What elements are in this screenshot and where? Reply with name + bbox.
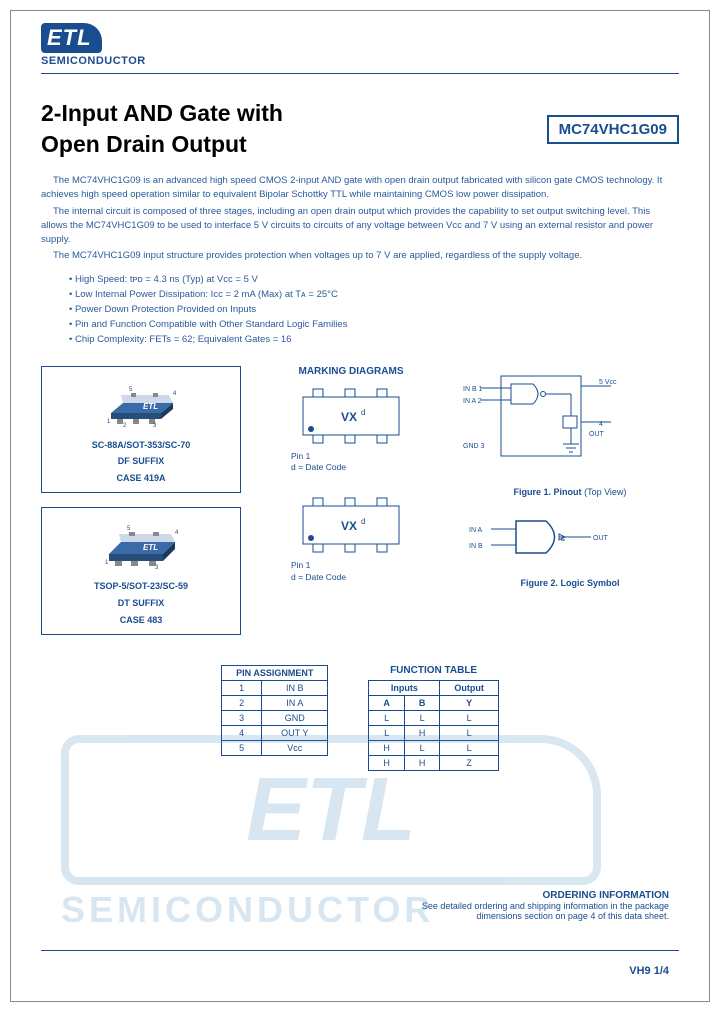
package-box-1: ETL 1 2 3 4 5 SC-88A/SOT-353/SC-70 DF SU… <box>41 366 241 494</box>
logic-symbol-figure: IN A IN B OUT <box>461 507 631 567</box>
pinout-figure: IN B 1 IN A 2 GND 3 5 Vcc 4 OUT <box>461 366 631 476</box>
datasheet-page: ETL SEMICONDUCTOR 2-Input AND Gate with … <box>10 10 710 1002</box>
table-row: 4OUT Y <box>222 726 328 741</box>
package-icon: ETL 1 2 3 4 5 <box>91 375 191 430</box>
package-name: SC-88A/SOT-353/SC-70 <box>48 439 234 452</box>
svg-text:VX: VX <box>341 410 357 424</box>
svg-text:IN B 1: IN B 1 <box>463 386 483 393</box>
figure2-caption: Figure 2. Logic Symbol <box>461 578 679 588</box>
svg-text:IN A 2: IN A 2 <box>463 398 482 405</box>
table-row: 2IN A <box>222 696 328 711</box>
svg-text:5 Vcc: 5 Vcc <box>599 379 617 386</box>
figure1-caption: Figure 1. Pinout (Top View) <box>461 487 679 497</box>
table-row: 3GND <box>222 711 328 726</box>
svg-text:4: 4 <box>175 530 179 536</box>
marking-title: MARKING DIAGRAMS <box>261 366 441 377</box>
svg-text:OUT: OUT <box>593 535 609 542</box>
figures-column: IN B 1 IN A 2 GND 3 5 Vcc 4 OUT Figure 1… <box>461 366 679 636</box>
title-line-1: 2-Input AND Gate with <box>41 98 283 129</box>
package-box-2: ETL 1 3 4 5 TSOP-5/SOT-23/SC-59 DT SUFFI… <box>41 507 241 635</box>
diagrams-section: ETL 1 2 3 4 5 SC-88A/SOT-353/SC-70 DF SU… <box>41 366 679 636</box>
bullet: High Speed: tᴘᴅ = 4.3 ns (Typ) at Vᴄᴄ = … <box>69 272 679 287</box>
svg-text:ETL: ETL <box>143 543 158 552</box>
bullet: Pin and Function Compatible with Other S… <box>69 317 679 332</box>
package-suffix: DF SUFFIX <box>48 455 234 468</box>
package-icon: ETL 1 3 4 5 <box>91 516 191 571</box>
svg-text:2: 2 <box>123 423 127 429</box>
packages-column: ETL 1 2 3 4 5 SC-88A/SOT-353/SC-70 DF SU… <box>41 366 241 636</box>
svg-text:GND 3: GND 3 <box>463 443 485 450</box>
top-rule <box>41 73 679 74</box>
svg-text:5: 5 <box>127 526 131 532</box>
title-line-2: Open Drain Output <box>41 129 283 160</box>
package-suffix: DT SUFFIX <box>48 597 234 610</box>
tables-row: PIN ASSIGNMENT 1IN B 2IN A 3GND 4OUT Y 5… <box>41 665 679 771</box>
logo-subtitle: SEMICONDUCTOR <box>41 55 679 67</box>
ordering-text: See detailed ordering and shipping infor… <box>409 901 669 921</box>
package-case: CASE 483 <box>48 614 234 627</box>
marking-column: MARKING DIAGRAMS VX d Pin 1 d = Date Code <box>261 366 441 636</box>
function-table-title: FUNCTION TABLE <box>368 665 499 676</box>
bottom-rule <box>41 950 679 951</box>
pin-assignment-table: PIN ASSIGNMENT 1IN B 2IN A 3GND 4OUT Y 5… <box>221 665 328 756</box>
package-case: CASE 419A <box>48 472 234 485</box>
marking-diagram-1: VX d Pin 1 d = Date Code <box>261 385 441 475</box>
marking-diagram-2: VX d Pin 1 d = Date Code <box>261 494 441 584</box>
pin-table-title: PIN ASSIGNMENT <box>222 666 328 681</box>
part-number-box: MC74VHC1G09 <box>547 115 679 144</box>
para-1: The MC74VHC1G09 is an advanced high spee… <box>41 174 679 203</box>
svg-text:d: d <box>361 517 365 526</box>
svg-text:4: 4 <box>599 421 603 428</box>
marking-svg: VX d <box>291 494 411 556</box>
package-name: TSOP-5/SOT-23/SC-59 <box>48 580 234 593</box>
marking-caption: Pin 1 d = Date Code <box>291 451 441 475</box>
table-row: 5Vᴄᴄ <box>222 741 328 756</box>
table-row: HHZ <box>369 756 499 771</box>
svg-text:3: 3 <box>153 423 157 429</box>
bullet: Low Internal Power Dissipation: Iᴄᴄ = 2 … <box>69 287 679 302</box>
function-table: InputsOutput ABY LLL LHL HLL HHZ <box>368 680 499 771</box>
svg-text:d: d <box>361 408 365 417</box>
bullet: Power Down Protection Provided on Inputs <box>69 302 679 317</box>
table-row: LLL <box>369 711 499 726</box>
svg-text:1: 1 <box>105 560 109 566</box>
svg-text:1: 1 <box>107 419 111 425</box>
logo-area: ETL SEMICONDUCTOR <box>41 23 679 67</box>
svg-text:5: 5 <box>129 387 133 393</box>
table-row: LHL <box>369 726 499 741</box>
svg-text:ETL: ETL <box>143 402 158 411</box>
svg-text:IN A: IN A <box>469 527 483 534</box>
para-3: The MC74VHC1G09 input structure provides… <box>41 249 679 263</box>
svg-text:OUT: OUT <box>589 431 605 438</box>
marking-svg: VX d <box>291 385 411 447</box>
description: The MC74VHC1G09 is an advanced high spee… <box>41 174 679 264</box>
ordering-title: ORDERING INFORMATION <box>409 890 669 901</box>
pin-assignment-block: PIN ASSIGNMENT 1IN B 2IN A 3GND 4OUT Y 5… <box>221 665 328 771</box>
function-table-block: FUNCTION TABLE InputsOutput ABY LLL LHL … <box>368 665 499 771</box>
svg-text:IN B: IN B <box>469 543 483 550</box>
title-row: 2-Input AND Gate with Open Drain Output … <box>41 98 679 160</box>
feature-list: High Speed: tᴘᴅ = 4.3 ns (Typ) at Vᴄᴄ = … <box>69 272 679 348</box>
para-2: The internal circuit is composed of thre… <box>41 205 679 248</box>
marking-caption: Pin 1 d = Date Code <box>291 560 441 584</box>
svg-text:VX: VX <box>341 519 357 533</box>
table-row: 1IN B <box>222 681 328 696</box>
page-number: VH9 1/4 <box>629 965 669 977</box>
table-row: HLL <box>369 741 499 756</box>
document-title: 2-Input AND Gate with Open Drain Output <box>41 98 283 160</box>
svg-text:4: 4 <box>173 391 177 397</box>
svg-text:3: 3 <box>155 565 159 571</box>
bullet: Chip Complexity: FETs = 62; Equivalent G… <box>69 332 679 347</box>
ordering-info: ORDERING INFORMATION See detailed orderi… <box>409 890 669 921</box>
logo: ETL <box>41 23 102 53</box>
